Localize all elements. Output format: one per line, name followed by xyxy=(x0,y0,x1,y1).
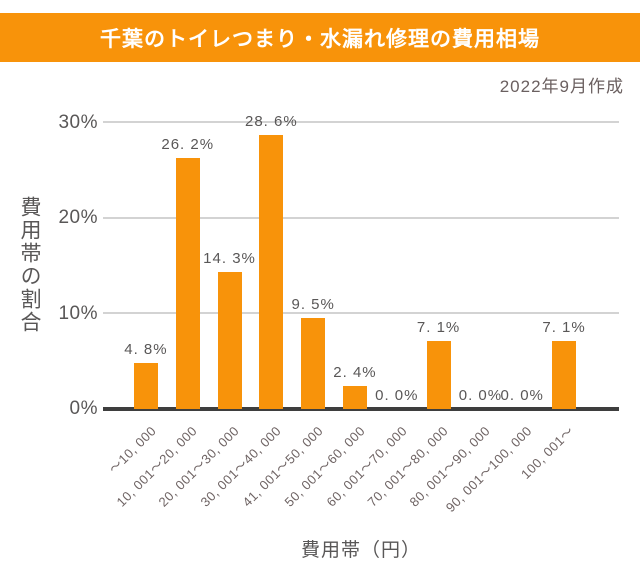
bar xyxy=(301,318,326,409)
y-tick-0: 0% xyxy=(69,398,98,419)
bar xyxy=(552,341,577,409)
bar-column: 0. 0% 80, 001～90, 000 xyxy=(407,122,503,510)
bar-value-label: 7. 1% xyxy=(542,319,586,337)
bar-column: 9. 5% 41, 001～50, 000 xyxy=(239,122,335,509)
bar xyxy=(175,158,200,409)
bar-column: 0. 0% 90, 001～100, 000 xyxy=(443,122,544,515)
bar-value-label: 0. 0% xyxy=(500,387,544,404)
bar xyxy=(426,341,451,409)
bar-value-label: 9. 5% xyxy=(291,296,335,314)
bar xyxy=(342,386,367,409)
bar-column: 0. 0% 60, 001～70, 000 xyxy=(323,122,419,510)
x-axis-baseline xyxy=(103,407,619,411)
bar xyxy=(133,363,158,409)
chart-title: 千葉のトイレつまり・水漏れ修理の費用相場 xyxy=(100,27,540,51)
bar xyxy=(217,272,242,409)
bar-column: 2. 4% 50, 001～60, 000 xyxy=(281,122,377,510)
bar-value-label: 4. 8% xyxy=(124,341,168,359)
bars-row: 4. 8% ～10, 000 26. 2% 10, 001～20, 000 14. 3%… xyxy=(105,113,586,515)
bar-column: 4. 8% ～10, 000 xyxy=(105,122,168,476)
gridline-20 xyxy=(103,216,619,219)
y-tick-10: 10% xyxy=(58,303,98,324)
bar-value-label: 0. 0% xyxy=(458,387,503,404)
y-tick-20: 20% xyxy=(58,207,98,228)
bar-value-label: 2. 4% xyxy=(333,364,377,382)
plot-area: 4. 8% ～10, 000 26. 2% 10, 001～20, 000 14. 3%… xyxy=(103,113,619,515)
bar-value-label: 26. 2% xyxy=(161,136,215,154)
x-axis-title: 費用帯（円） xyxy=(300,540,421,561)
bar-value-label: 14. 3% xyxy=(203,250,256,268)
created-date-note: 2022年9月作成 xyxy=(499,77,624,96)
bar-value-label: 28. 6% xyxy=(244,113,298,131)
bar-column: 28. 6% 30, 001～40, 000 xyxy=(198,113,297,509)
bar-column: 14. 3% 20, 001～30, 000 xyxy=(156,122,255,509)
bar-column: 26. 2% 10, 001～20, 000 xyxy=(114,122,213,509)
gridline-10 xyxy=(103,312,619,315)
bar xyxy=(259,135,284,409)
gridline-30 xyxy=(103,121,619,123)
chart-title-banner: 千葉のトイレつまり・水漏れ修理の費用相場 xyxy=(0,13,640,62)
bar-column: 7. 1% 70, 001～80, 000 xyxy=(365,122,461,509)
y-axis-title: 費用帯の割合 xyxy=(18,196,41,334)
bar-value-label: 7. 1% xyxy=(416,319,461,337)
bar-value-label: 0. 0% xyxy=(375,387,419,404)
y-tick-30: 30% xyxy=(58,112,98,133)
bar-column: 7. 1% 100, 001～ xyxy=(518,122,586,482)
